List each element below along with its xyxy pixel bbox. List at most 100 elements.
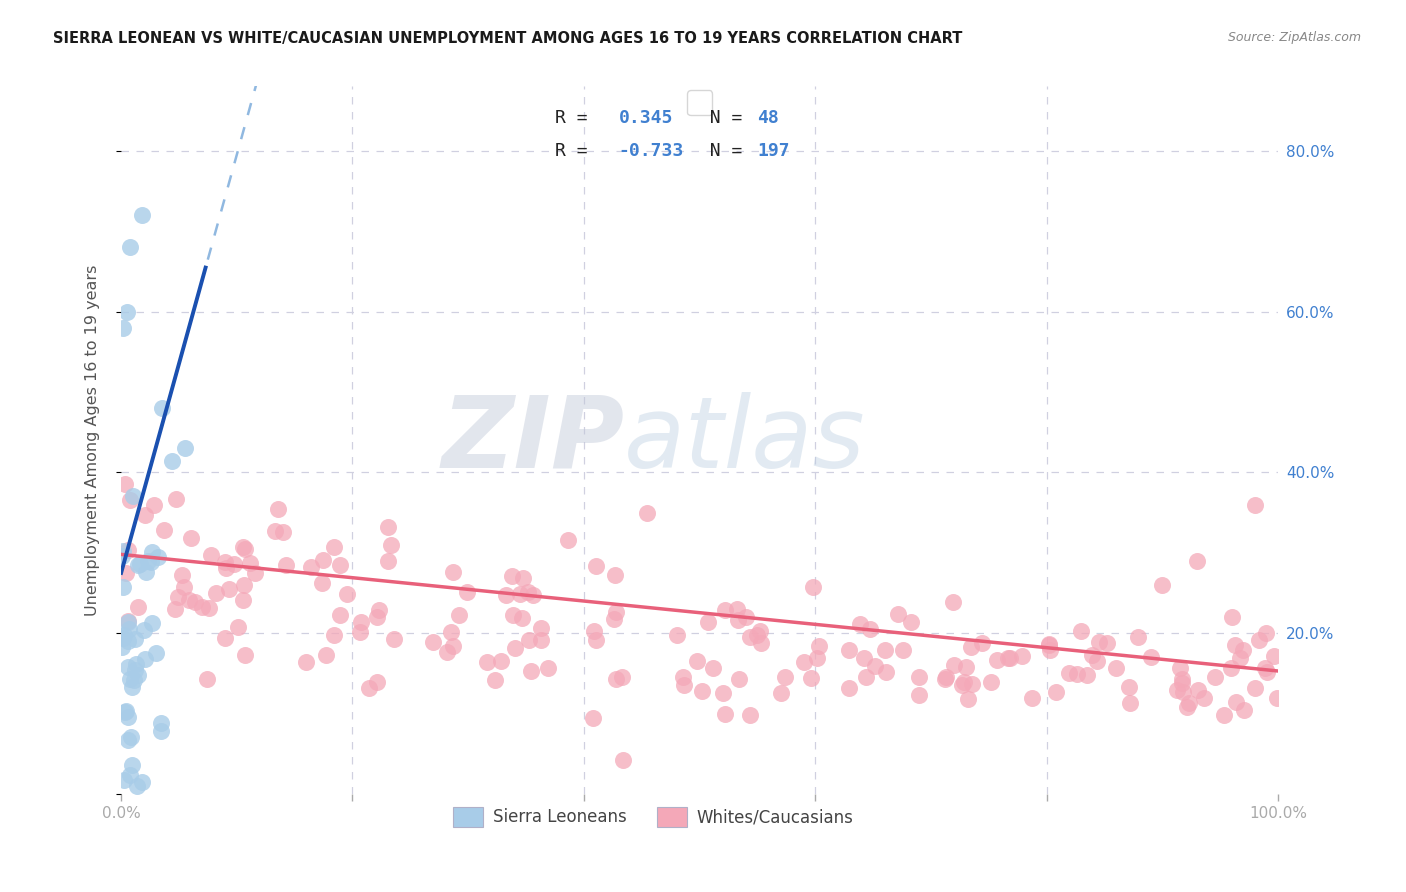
- Point: [271, 525, 294, 540]
- Point: [120, 730, 142, 744]
- Point: [122, 673, 145, 687]
- Point: [859, 622, 882, 636]
- Point: [475, 656, 498, 670]
- Text: 197: 197: [758, 143, 790, 161]
- Point: [205, 586, 228, 600]
- Point: [127, 558, 149, 573]
- Point: [1178, 696, 1201, 710]
- Y-axis label: Unemployment Among Ages 16 to 19 years: Unemployment Among Ages 16 to 19 years: [86, 265, 100, 615]
- Point: [673, 678, 696, 692]
- Point: [1066, 666, 1088, 681]
- Point: [891, 643, 914, 657]
- Point: [115, 566, 138, 580]
- Point: [1187, 683, 1209, 698]
- Point: [112, 544, 135, 558]
- Point: [117, 733, 139, 747]
- Point: [484, 673, 506, 687]
- Point: [184, 595, 207, 609]
- Point: [665, 628, 688, 642]
- Point: [690, 684, 713, 698]
- Point: [111, 631, 134, 645]
- Point: [422, 635, 444, 649]
- Point: [117, 542, 139, 557]
- Point: [530, 633, 553, 648]
- Point: [519, 664, 541, 678]
- Point: [605, 605, 627, 619]
- Point: [1204, 670, 1226, 684]
- Point: [1244, 681, 1267, 695]
- Point: [214, 631, 236, 645]
- Point: [232, 541, 254, 555]
- Point: [136, 554, 159, 568]
- Point: [131, 208, 153, 222]
- Point: [1038, 636, 1060, 650]
- Point: [111, 549, 134, 564]
- Point: [142, 498, 165, 512]
- Point: [115, 304, 138, 318]
- Point: [1265, 691, 1288, 706]
- Point: [131, 774, 153, 789]
- Point: [117, 615, 139, 629]
- Point: [233, 648, 256, 663]
- Point: [456, 585, 478, 599]
- Point: [163, 602, 186, 616]
- Point: [180, 531, 202, 545]
- Text: R =: R =: [555, 143, 599, 161]
- Point: [111, 640, 134, 654]
- Point: [942, 658, 965, 673]
- Point: [190, 600, 212, 615]
- Point: [585, 558, 607, 573]
- Text: 0.345: 0.345: [619, 109, 673, 128]
- Point: [495, 588, 517, 602]
- Text: 48: 48: [758, 109, 779, 128]
- Point: [120, 673, 142, 687]
- Point: [1256, 665, 1278, 680]
- Point: [793, 655, 815, 669]
- Point: [955, 659, 977, 673]
- Point: [145, 646, 167, 660]
- Point: [610, 670, 633, 684]
- Point: [1038, 638, 1060, 652]
- Point: [150, 724, 173, 739]
- Point: [1105, 661, 1128, 675]
- Point: [1232, 642, 1254, 657]
- Point: [198, 601, 221, 615]
- Point: [380, 538, 402, 552]
- Point: [1233, 703, 1256, 717]
- Point: [218, 582, 240, 596]
- Point: [112, 627, 135, 641]
- Point: [120, 240, 142, 254]
- Point: [215, 560, 238, 574]
- Point: [117, 660, 139, 674]
- Point: [222, 557, 245, 571]
- Point: [141, 545, 163, 559]
- Point: [887, 607, 910, 622]
- Point: [1076, 668, 1098, 682]
- Point: [1045, 685, 1067, 699]
- Point: [512, 571, 534, 585]
- Point: [121, 757, 143, 772]
- Point: [447, 608, 470, 623]
- Point: [1000, 651, 1022, 665]
- Point: [1175, 699, 1198, 714]
- Point: [1225, 638, 1247, 652]
- Point: [150, 715, 173, 730]
- Point: [166, 590, 188, 604]
- Point: [134, 652, 156, 666]
- Point: [148, 550, 170, 565]
- Point: [749, 636, 772, 650]
- Point: [1192, 691, 1215, 706]
- Point: [605, 672, 627, 686]
- Point: [135, 565, 157, 579]
- Point: [177, 593, 200, 607]
- Point: [942, 595, 965, 609]
- Point: [769, 686, 792, 700]
- Text: atlas: atlas: [624, 392, 866, 489]
- Point: [585, 633, 607, 648]
- Point: [114, 476, 136, 491]
- Point: [1220, 610, 1243, 624]
- Point: [773, 670, 796, 684]
- Point: [728, 672, 751, 686]
- Point: [1140, 650, 1163, 665]
- Point: [748, 624, 770, 638]
